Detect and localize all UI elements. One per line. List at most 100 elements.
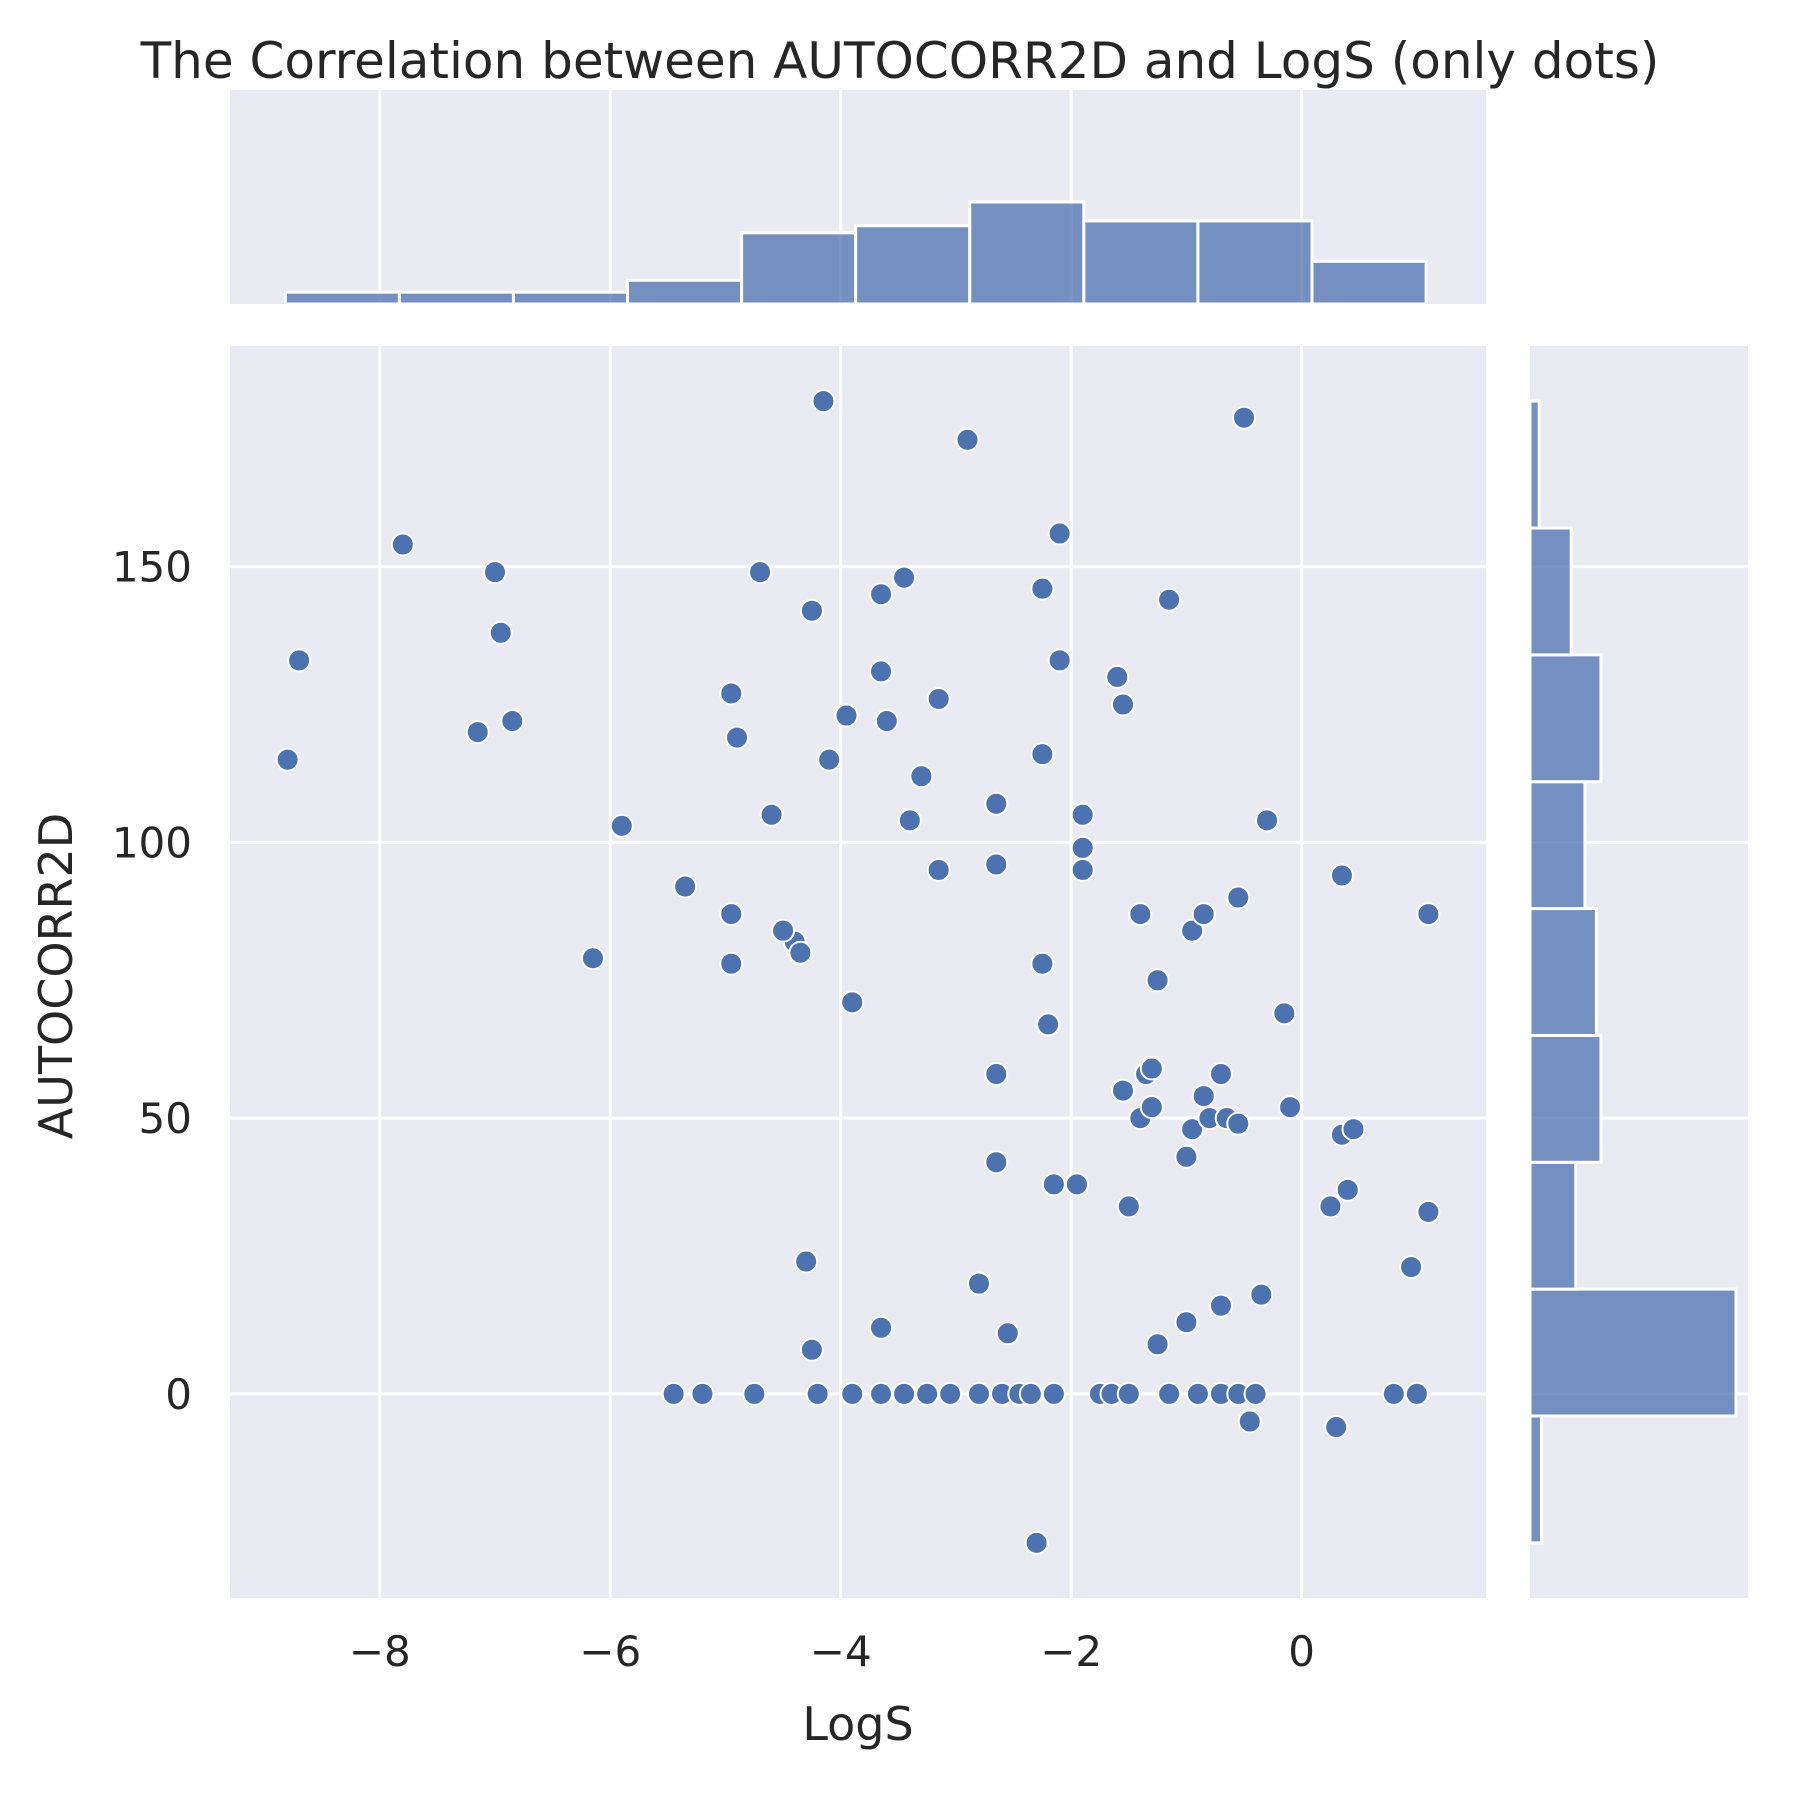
scatter-point <box>1041 1381 1066 1406</box>
scatter-point <box>1272 1001 1297 1026</box>
scatter-point <box>834 703 859 728</box>
scatter-point <box>1174 1310 1199 1335</box>
scatter-point <box>984 1150 1009 1175</box>
scatter-point <box>1047 648 1072 673</box>
scatter-point <box>909 764 934 789</box>
scatter-point <box>984 791 1009 816</box>
scatter-point <box>390 532 415 557</box>
scatter-point <box>1255 808 1280 833</box>
right-histogram-bar <box>1528 1160 1578 1291</box>
scatter-point <box>869 1315 894 1340</box>
scatter-point <box>287 648 312 673</box>
scatter-point <box>1243 1381 1268 1406</box>
scatter-point <box>869 1381 894 1406</box>
scatter-point <box>1404 1381 1429 1406</box>
right-histogram-bars <box>1528 399 1738 1545</box>
scatter-point <box>892 565 917 590</box>
scatter-point <box>984 852 1009 877</box>
scatter-point <box>926 686 951 711</box>
right-histogram-bar <box>1528 526 1573 657</box>
scatter-points <box>275 389 1441 1555</box>
right-histogram-bar <box>1528 1033 1603 1164</box>
scatter-point <box>1111 1078 1136 1103</box>
top-histogram-bar <box>1310 259 1428 306</box>
scatter-point <box>1226 885 1251 910</box>
x-tick-label: −4 <box>810 1627 872 1676</box>
scatter-point <box>1105 664 1130 689</box>
scatter-point <box>817 747 842 772</box>
scatter-point <box>1116 1381 1141 1406</box>
top-histogram-bar <box>626 278 744 306</box>
scatter-point <box>1145 968 1170 993</box>
scatter-point <box>1180 1117 1205 1142</box>
top-histogram-bar <box>397 290 515 306</box>
scatter-point <box>742 1381 767 1406</box>
scatter-point <box>1070 835 1095 860</box>
scatter-point <box>1237 1409 1262 1434</box>
scatter-point <box>869 659 894 684</box>
scatter-point <box>690 1381 715 1406</box>
y-tick-label: 150 <box>112 543 192 592</box>
top-histogram-bar <box>968 200 1086 306</box>
scatter-point <box>1232 405 1257 430</box>
scatter-point <box>1416 902 1441 927</box>
right-histogram-bar <box>1528 653 1603 784</box>
x-tick-label: −8 <box>349 1627 411 1676</box>
scatter-point <box>1030 742 1055 767</box>
scatter-point <box>275 747 300 772</box>
scatter-point <box>1157 1381 1182 1406</box>
x-axis-label: LogS <box>802 1697 913 1751</box>
scatter-point <box>1116 1194 1141 1219</box>
scatter-point <box>500 709 525 734</box>
top-histogram-bar <box>1082 219 1200 306</box>
scatter-point <box>1329 863 1354 888</box>
scatter-point <box>580 946 605 971</box>
scatter-point <box>748 560 773 585</box>
right-histogram-bar <box>1528 780 1587 911</box>
scatter-point <box>1145 1332 1170 1357</box>
scatter-point <box>1139 1095 1164 1120</box>
x-tick-label: −2 <box>1040 1627 1102 1676</box>
scatter-point <box>1324 1415 1349 1440</box>
right-histogram-bar <box>1528 1287 1738 1418</box>
top-histogram-bar <box>1196 219 1314 306</box>
scatter-point <box>1191 902 1216 927</box>
top-histogram-bar <box>511 290 630 306</box>
chart-title: The Correlation between AUTOCORR2D and L… <box>140 32 1660 90</box>
scatter-point <box>1208 1062 1233 1087</box>
scatter-point <box>1157 587 1182 612</box>
scatter-point <box>1030 951 1055 976</box>
scatter-point <box>874 709 899 734</box>
scatter-point <box>955 427 980 452</box>
scatter-panel: −8 −6 −4 −2 0 0 50 100 150 <box>112 346 1486 1676</box>
scatter-point <box>719 681 744 706</box>
scatter-point <box>609 813 634 838</box>
scatter-point <box>673 874 698 899</box>
right-histogram-bar <box>1528 1414 1543 1545</box>
right-histogram-bar <box>1528 907 1598 1037</box>
top-histogram-panel <box>230 90 1486 306</box>
scatter-point <box>794 1249 819 1274</box>
scatter-point <box>1208 1293 1233 1318</box>
scatter-point <box>1070 857 1095 882</box>
scatter-point <box>1174 1144 1199 1169</box>
scatter-point <box>1278 1095 1303 1120</box>
scatter-point <box>1070 802 1095 827</box>
scatter-point <box>799 598 824 623</box>
top-histogram-bar <box>854 224 972 306</box>
scatter-point <box>465 720 490 745</box>
scatter-point <box>1180 918 1205 943</box>
y-tick-labels: 0 50 100 150 <box>112 543 192 1419</box>
scatter-point <box>1128 902 1153 927</box>
scatter-point <box>788 940 813 965</box>
scatter-point <box>915 1381 940 1406</box>
scatter-point <box>1318 1194 1343 1219</box>
scatter-point <box>840 1381 865 1406</box>
scatter-point <box>1381 1381 1406 1406</box>
right-histogram-bar <box>1528 399 1541 530</box>
scatter-point <box>725 725 750 750</box>
scatter-point <box>771 918 796 943</box>
x-tick-labels: −8 −6 −4 −2 0 <box>349 1627 1315 1676</box>
scatter-point <box>719 951 744 976</box>
